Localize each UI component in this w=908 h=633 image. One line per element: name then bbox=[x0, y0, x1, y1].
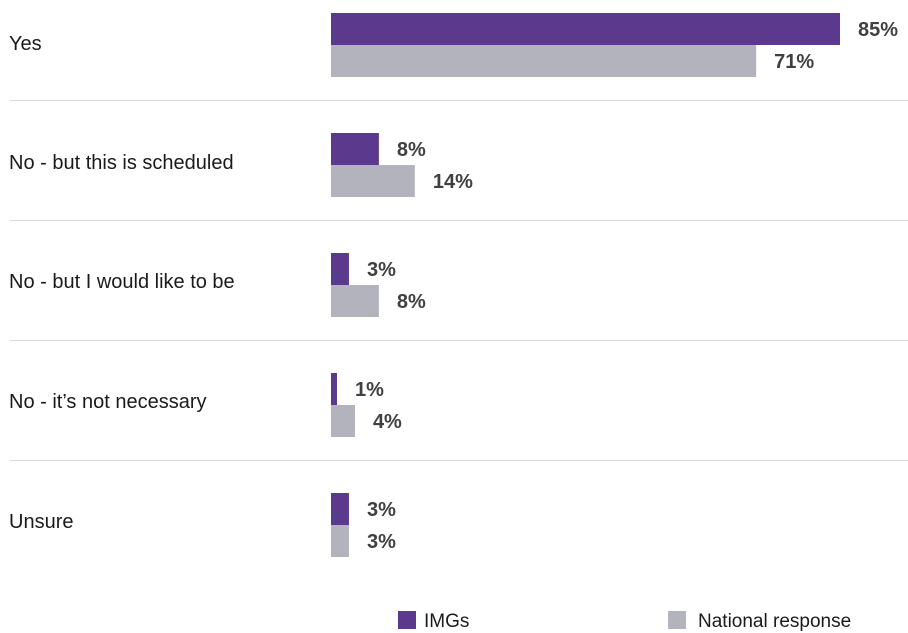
legend-label: National response bbox=[698, 611, 851, 632]
bar-national-response bbox=[331, 45, 757, 77]
legend: IMGs National response bbox=[398, 611, 851, 632]
bars bbox=[331, 13, 840, 557]
bar-imgs bbox=[331, 253, 349, 285]
bar-imgs bbox=[331, 13, 840, 45]
category-label: No - but this is scheduled bbox=[9, 152, 234, 174]
bar-imgs bbox=[331, 493, 349, 525]
data-label: 4% bbox=[373, 411, 402, 433]
bar-national-response bbox=[331, 405, 355, 437]
category-dividers bbox=[10, 100, 908, 461]
bar-national-response bbox=[331, 285, 379, 317]
bar-national-response bbox=[331, 525, 349, 557]
value-labels: 85%71%8%14%3%8%1%4%3%3% bbox=[355, 19, 898, 553]
bar-national-response bbox=[331, 165, 415, 197]
data-label: 3% bbox=[367, 259, 396, 281]
category-label: Yes bbox=[9, 33, 42, 55]
data-label: 3% bbox=[367, 531, 396, 553]
data-label: 1% bbox=[355, 379, 384, 401]
data-label: 3% bbox=[367, 499, 396, 521]
legend-label: IMGs bbox=[424, 611, 469, 632]
category-labels: Yes No - but this is scheduled No - but I … bbox=[9, 33, 235, 533]
bar-imgs bbox=[331, 373, 337, 405]
data-label: 8% bbox=[397, 291, 426, 313]
data-label: 71% bbox=[774, 51, 814, 73]
category-label: No - it’s not necessary bbox=[9, 391, 207, 413]
data-label: 14% bbox=[433, 171, 473, 193]
bar-imgs bbox=[331, 133, 379, 165]
category-label: Unsure bbox=[9, 511, 73, 533]
data-label: 8% bbox=[397, 139, 426, 161]
category-label: No - but I would like to be bbox=[9, 271, 235, 293]
legend-swatch bbox=[398, 611, 416, 629]
data-label: 85% bbox=[858, 19, 898, 41]
legend-swatch bbox=[668, 611, 686, 629]
